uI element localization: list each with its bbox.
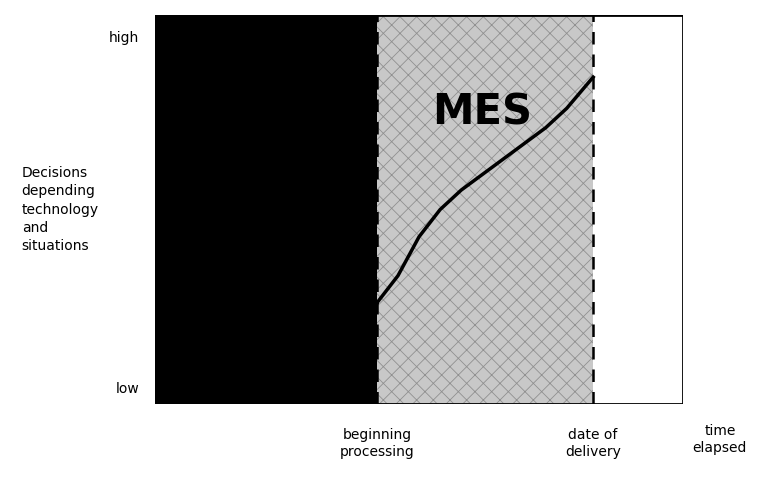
Text: ERP: ERP: [220, 91, 312, 133]
Bar: [155, 15, 377, 404]
Text: time
elapsed: time elapsed: [693, 424, 747, 455]
Bar: [593, 15, 683, 404]
Text: Decisions
depending
technology
and
situations: Decisions depending technology and situa…: [22, 166, 99, 253]
Text: low: low: [116, 382, 140, 396]
Text: high: high: [109, 31, 140, 45]
Text: MES: MES: [432, 91, 532, 133]
Text: beginning
processing: beginning processing: [339, 427, 414, 459]
Bar: [377, 15, 593, 404]
Text: date of
delivery: date of delivery: [565, 427, 621, 459]
